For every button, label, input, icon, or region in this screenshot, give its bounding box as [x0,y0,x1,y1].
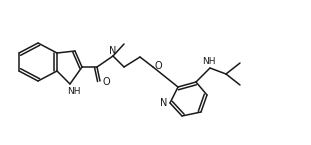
Text: N: N [109,46,117,56]
Text: O: O [102,77,110,87]
Text: NH: NH [67,87,81,96]
Text: NH: NH [202,58,216,67]
Text: N: N [160,98,168,108]
Text: O: O [154,61,162,71]
